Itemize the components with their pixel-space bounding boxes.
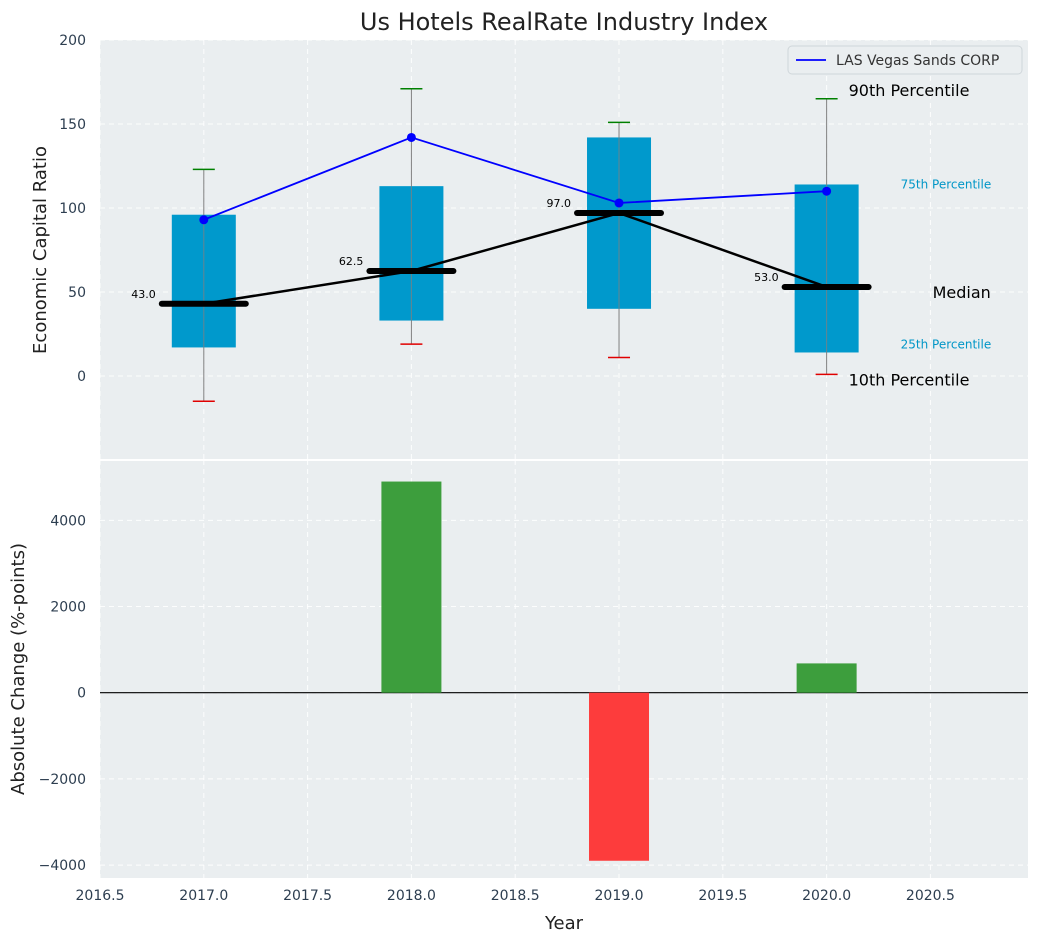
x-tick-label: 2020.0 [802, 888, 851, 904]
top-y-axis-title: Economic Capital Ratio [30, 146, 51, 354]
x-tick-label: 2016.5 [76, 888, 125, 904]
top-y-tick-label: 0 [77, 369, 86, 385]
x-tick-label: 2019.5 [698, 888, 747, 904]
top-y-tick-label: 100 [59, 201, 86, 217]
change-bar [381, 481, 442, 693]
x-tick-label: 2017.0 [179, 888, 228, 904]
top-plot-area [100, 40, 1028, 460]
x-axis-title: Year [544, 913, 584, 934]
bottom-y-tick-label: 0 [77, 686, 86, 702]
top-y-tick-label: 150 [59, 117, 86, 133]
series-point [406, 132, 416, 142]
annotation-10th: 10th Percentile [849, 370, 970, 389]
bottom-y-axis-title: Absolute Change (%-points) [8, 543, 29, 795]
median-value-label: 97.0 [547, 197, 572, 210]
x-tick-label: 2018.0 [387, 888, 436, 904]
chart-title: Us Hotels RealRate Industry Index [360, 8, 768, 36]
bottom-y-tick-label: 2000 [50, 600, 86, 616]
series-point [614, 198, 624, 208]
annotation-90th: 90th Percentile [849, 81, 970, 100]
top-y-tick-label: 200 [59, 33, 86, 49]
series-line [203, 136, 827, 221]
median-value-label: 62.5 [339, 255, 364, 268]
bottom-plot-area [100, 461, 1028, 878]
x-tick-label: 2019.0 [595, 888, 644, 904]
legend-entry-label: LAS Vegas Sands CORP [836, 53, 999, 69]
median-value-label: 53.0 [754, 271, 779, 284]
bottom-y-tick-label: −2000 [39, 772, 86, 788]
x-tick-label: 2020.5 [906, 888, 955, 904]
median-value-label: 43.0 [131, 288, 156, 301]
top-y-tick-label: 50 [68, 285, 86, 301]
annotation-25th: 25th Percentile [901, 337, 992, 351]
x-tick-label: 2017.5 [283, 888, 332, 904]
change-bar [796, 663, 857, 693]
legend-box [787, 45, 1023, 75]
annotation-75th: 75th Percentile [901, 177, 992, 191]
x-tick-label: 2018.5 [491, 888, 540, 904]
change-bar [589, 692, 650, 861]
bottom-y-tick-label: −4000 [39, 858, 86, 874]
series-point [199, 215, 209, 225]
median-trend-line [203, 211, 828, 305]
series-point [822, 186, 832, 196]
annotation-median: Median [933, 283, 991, 302]
bottom-y-tick-label: 4000 [50, 513, 86, 529]
